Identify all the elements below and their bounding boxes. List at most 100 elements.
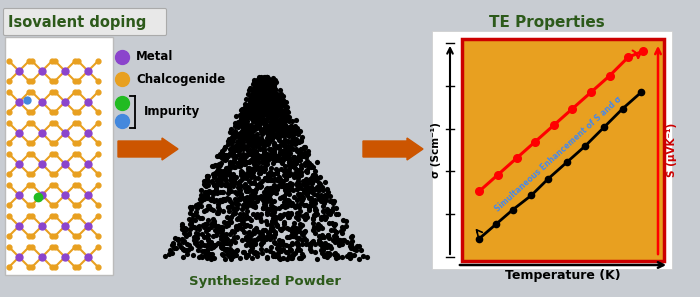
Point xyxy=(307,198,318,203)
Point xyxy=(247,89,258,94)
Point xyxy=(195,199,206,204)
Point xyxy=(288,132,299,137)
Point xyxy=(266,87,277,91)
Point xyxy=(321,254,332,259)
Point xyxy=(239,196,251,201)
Point xyxy=(260,192,271,196)
Point xyxy=(221,171,232,176)
Point xyxy=(228,230,239,235)
Point xyxy=(256,76,267,81)
Point xyxy=(224,163,235,168)
Point xyxy=(290,137,302,141)
Point xyxy=(260,81,272,86)
Point xyxy=(262,142,274,146)
Point xyxy=(248,238,259,243)
Point xyxy=(277,94,288,98)
Point xyxy=(267,91,279,96)
Point xyxy=(257,116,268,121)
Point xyxy=(304,247,315,252)
Point xyxy=(178,231,190,236)
Point xyxy=(248,173,259,178)
Point xyxy=(240,114,251,119)
Point xyxy=(267,185,279,189)
Point xyxy=(241,153,252,158)
Point xyxy=(310,208,321,212)
Point xyxy=(284,144,295,148)
Point xyxy=(263,146,274,151)
Point xyxy=(251,225,262,230)
Point xyxy=(267,178,278,183)
Point xyxy=(232,248,243,252)
Point xyxy=(259,86,270,91)
Point xyxy=(268,252,279,257)
Point xyxy=(220,165,231,170)
Point xyxy=(195,192,206,197)
Point xyxy=(337,241,348,246)
Point xyxy=(275,227,286,232)
Bar xyxy=(432,31,672,269)
Point xyxy=(244,134,256,139)
Point xyxy=(267,101,278,106)
Point xyxy=(218,189,229,194)
Point xyxy=(263,83,274,88)
Point xyxy=(253,111,265,116)
Point xyxy=(264,140,275,145)
Point xyxy=(298,189,309,194)
Point xyxy=(272,122,283,127)
Point xyxy=(191,243,202,248)
Point xyxy=(319,245,330,249)
Point xyxy=(212,177,223,182)
Point xyxy=(274,108,286,113)
Point xyxy=(252,198,263,203)
Point xyxy=(232,184,244,189)
Point xyxy=(274,108,285,113)
Point xyxy=(286,181,297,186)
Point xyxy=(241,223,252,228)
Point xyxy=(245,175,256,179)
Point xyxy=(262,86,273,90)
Point xyxy=(261,80,272,85)
Point xyxy=(234,196,246,201)
Point xyxy=(269,99,280,103)
Point xyxy=(315,199,326,203)
Point xyxy=(307,186,318,190)
Point xyxy=(307,240,318,244)
Point xyxy=(230,143,241,148)
Point xyxy=(228,254,239,258)
Point xyxy=(207,192,218,196)
Point xyxy=(250,116,261,120)
Point xyxy=(283,214,294,219)
Point xyxy=(361,255,372,260)
Point xyxy=(259,89,270,93)
Point xyxy=(323,221,335,225)
Point xyxy=(258,80,269,85)
Point xyxy=(267,189,279,194)
Point xyxy=(357,253,368,258)
Point xyxy=(340,219,351,224)
Point xyxy=(274,138,285,143)
Point xyxy=(267,121,279,126)
Point xyxy=(300,155,312,159)
Point xyxy=(330,235,341,240)
Point xyxy=(267,117,279,122)
Point xyxy=(286,242,297,247)
Point xyxy=(235,196,246,201)
Point xyxy=(249,127,260,132)
Point xyxy=(260,100,271,105)
Point xyxy=(312,223,323,228)
Point xyxy=(206,242,218,247)
Point xyxy=(258,77,269,82)
Point xyxy=(259,109,270,114)
Point xyxy=(246,167,258,171)
Point xyxy=(287,127,298,131)
Point xyxy=(282,133,293,138)
Point xyxy=(272,187,283,192)
Point xyxy=(260,79,272,83)
Point xyxy=(246,158,257,163)
Point xyxy=(246,194,258,199)
Point xyxy=(246,203,258,208)
Point xyxy=(256,81,267,86)
Point xyxy=(279,186,290,191)
Point xyxy=(258,98,270,102)
Point xyxy=(286,160,297,165)
